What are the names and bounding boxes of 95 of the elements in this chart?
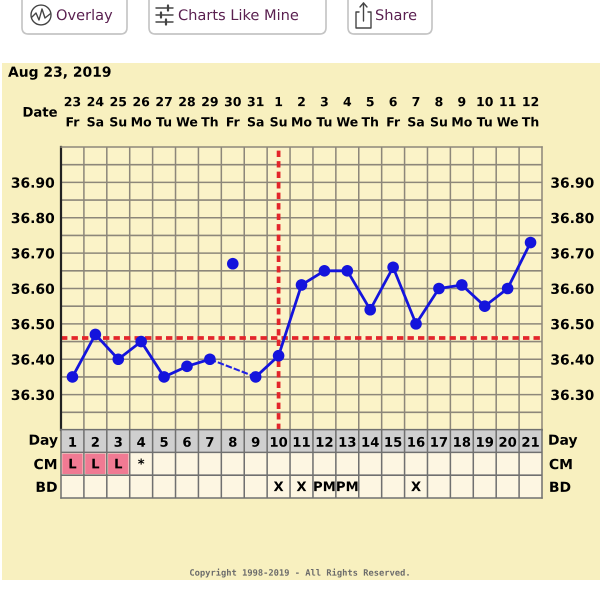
text: L	[92, 458, 100, 468]
x-tick-label: 11	[294, 437, 310, 447]
y-tick-label: 36.60	[12, 283, 54, 294]
x-tick-label: 8	[229, 436, 237, 447]
point	[387, 261, 399, 274]
y-tick-label: 36.40	[12, 354, 54, 365]
point	[90, 328, 102, 340]
x-tick-label: 3 Tu	[316, 96, 332, 127]
point	[181, 360, 193, 372]
x-tick-label: 9 Mo	[452, 96, 472, 127]
text: Share	[376, 8, 416, 20]
y2-tick-label: 36.70	[551, 248, 594, 259]
x-tick-label: 20	[500, 436, 516, 447]
text: X	[296, 482, 306, 492]
x-tick-label: 29 Th	[201, 96, 218, 126]
x-tick-label: 26 Mo	[132, 96, 152, 127]
point	[456, 279, 468, 291]
x-axis-title: Date	[24, 107, 57, 117]
x-tick-label: 2 Mo	[292, 96, 312, 127]
x-tick-label: 17	[431, 437, 448, 447]
point	[364, 304, 376, 316]
x-tick-label: 16	[408, 436, 424, 447]
x-tick-label: 6	[183, 436, 191, 447]
point	[272, 350, 284, 362]
y2-tick-label: 36.40	[551, 354, 594, 365]
text: Day	[549, 434, 578, 448]
x-tick-label: 9	[252, 436, 260, 447]
text: *	[138, 458, 144, 465]
y2-tick-label: BD	[550, 482, 570, 492]
y-tick-label: BD	[36, 482, 57, 492]
x-tick-label: 18	[454, 436, 470, 447]
text: L	[69, 458, 76, 468]
y-tick-label: 36.90	[12, 177, 54, 188]
x-tick-label: 24 Sa	[88, 96, 104, 127]
y2-tick-label: 36.50	[551, 318, 594, 330]
x-tick-label: 21	[522, 436, 539, 447]
point	[296, 279, 308, 291]
text: PM	[314, 482, 335, 492]
point	[524, 236, 536, 248]
x-tick-label: 8 Su	[430, 96, 447, 127]
x-tick-label: 14	[362, 437, 379, 447]
text: Copyright 1998-2019 - All Rights Reserved.	[190, 568, 409, 578]
x-tick-label: 6 Fr	[387, 96, 400, 126]
x-axis-title: Day	[30, 434, 58, 448]
x-tick-label: 7 Sa	[408, 97, 424, 127]
y-tick-label: 36.30	[12, 390, 54, 400]
y-tick-label: CM	[34, 458, 56, 470]
y2-tick-label: 36.30	[551, 390, 594, 400]
x-tick-label: 4 We	[336, 97, 358, 127]
text: Charts Like Mine	[178, 8, 298, 20]
point	[342, 265, 354, 277]
text: PM	[337, 482, 358, 492]
x-tick-label: 12 Th	[522, 96, 538, 126]
text: X	[274, 482, 284, 492]
y2-tick-label: CM	[550, 458, 572, 470]
x-tick-label: 4	[137, 437, 146, 447]
x-tick-label: 31 Sa	[248, 96, 264, 127]
x-tick-label: 2	[92, 436, 99, 447]
x-tick-label: 10	[270, 436, 288, 447]
x-tick-label: 13	[340, 436, 356, 447]
x-tick-label: 12	[316, 436, 332, 447]
x-tick-label: 5 Th	[362, 97, 378, 126]
x-tick-label: 11 We	[497, 97, 518, 127]
y-tick-label: 36.70	[12, 248, 54, 259]
point	[112, 353, 124, 366]
x-tick-label: 23 Fr	[64, 96, 80, 126]
point	[433, 282, 445, 294]
point	[318, 265, 330, 277]
x-tick-label: 28 We	[176, 96, 198, 127]
x-tick-label: 5	[160, 437, 168, 447]
text: X	[411, 482, 421, 492]
y-tick-label: 36.50	[12, 318, 54, 330]
x-tick-label: 10 Tu	[476, 96, 493, 127]
point	[502, 282, 514, 294]
x-tick-label: 1 Su	[270, 97, 286, 127]
x-tick-label: 27 Tu	[156, 96, 172, 127]
x-tick-label: 30 Fr	[224, 96, 241, 126]
x-tick-label: 7	[206, 437, 214, 447]
x-tick-label: 19	[477, 436, 494, 447]
point	[478, 300, 491, 312]
text: Overlay	[56, 8, 112, 24]
point	[410, 318, 422, 330]
x-tick-label: 15	[385, 437, 402, 447]
point	[158, 371, 170, 383]
y2-tick-label: 36.60	[551, 283, 594, 294]
point	[135, 336, 147, 348]
y2-tick-label: 36.80	[551, 212, 594, 224]
point	[66, 371, 78, 383]
text: L	[115, 458, 122, 468]
x-tick-label: 3	[114, 436, 122, 447]
chart-title: Aug 23, 2019	[8, 66, 111, 80]
y2-tick-label: 36.90	[551, 177, 594, 188]
x-tick-label: 25 Su	[110, 96, 126, 127]
y-tick-label: 36.80	[12, 212, 54, 224]
x-tick-label: 1	[69, 437, 76, 447]
